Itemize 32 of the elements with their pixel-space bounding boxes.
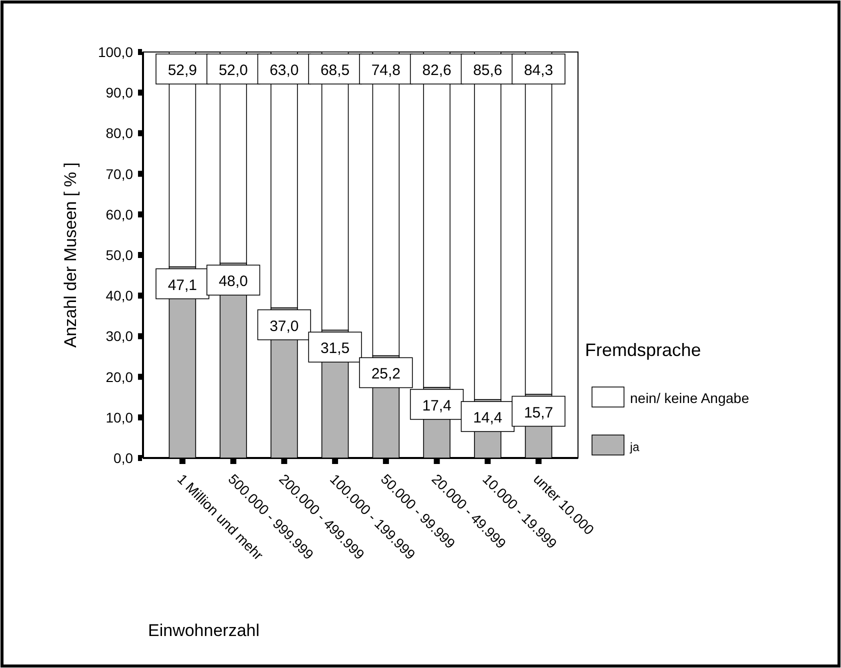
data-label: 31,5	[320, 340, 350, 358]
data-label: 37,0	[270, 318, 299, 335]
y-tick-label: 30,0	[106, 328, 134, 344]
y-axis-title: Anzahl der Museen [ % ]	[61, 162, 80, 348]
data-label: 74,8	[371, 62, 401, 79]
data-label: 68,5	[320, 62, 350, 79]
data-label: 48,0	[218, 273, 248, 290]
data-label: 52,9	[168, 62, 198, 79]
y-tick-label: 70,0	[106, 166, 134, 182]
y-tick-label: 40,0	[106, 288, 134, 304]
y-tick-label: 100,0	[98, 44, 134, 60]
data-label: 84,3	[524, 62, 554, 79]
data-label: 15,7	[524, 404, 554, 422]
legend-label: ja	[629, 440, 640, 454]
legend-title: Fremdsprache	[585, 340, 702, 360]
data-label: 85,6	[473, 62, 502, 79]
y-tick-label: 90,0	[106, 84, 134, 101]
y-tick-label: 20,0	[106, 368, 134, 385]
data-label: 47,1	[168, 276, 198, 294]
y-tick-label: 0,0	[114, 450, 134, 466]
data-label: 52,0	[218, 62, 248, 79]
data-label: 14,4	[473, 410, 502, 427]
data-label: 25,2	[371, 366, 401, 383]
x-axis-title: Einwohnerzahl	[148, 621, 260, 640]
y-tick-label: 50,0	[106, 247, 134, 263]
y-tick-label: 10,0	[106, 409, 134, 426]
y-tick-label: 80,0	[106, 125, 134, 142]
y-tick-label: 60,0	[106, 206, 134, 222]
legend-label: nein/ keine Angabe	[630, 390, 750, 406]
data-label: 17,4	[422, 397, 452, 414]
data-label: 82,6	[422, 62, 452, 79]
data-label: 63,0	[270, 62, 299, 79]
